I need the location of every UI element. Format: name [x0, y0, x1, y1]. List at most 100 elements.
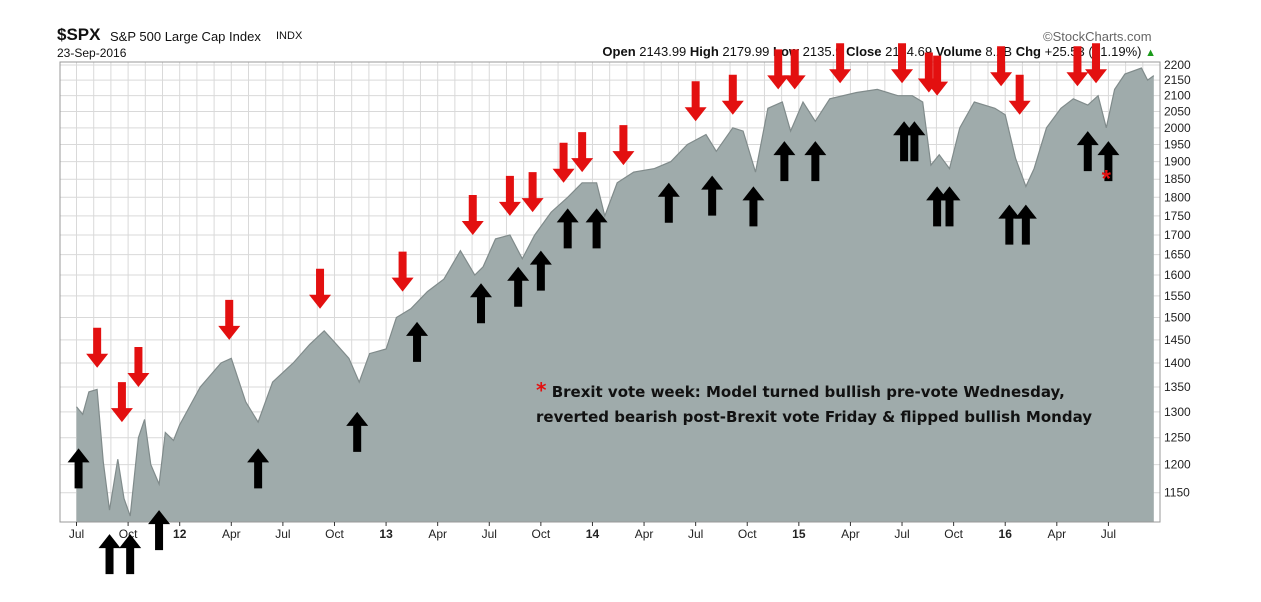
open-value: 2143.99: [639, 44, 687, 59]
y-tick-label: 2000: [1164, 121, 1191, 135]
sell-arrow-icon: [891, 43, 914, 84]
y-tick-label: 1200: [1164, 458, 1191, 472]
x-tick-label: Apr: [428, 527, 447, 541]
x-tick-label: Apr: [841, 527, 860, 541]
sell-arrow-icon: [218, 299, 241, 340]
x-tick-label: Apr: [635, 527, 654, 541]
ohlc-bar: Open 2143.99 High 2179.99 Low 2135.9 Clo…: [602, 44, 1156, 59]
sell-arrow-icon: [767, 49, 790, 90]
x-tick-label: Oct: [532, 527, 551, 541]
y-tick-label: 1700: [1164, 228, 1191, 242]
buy-arrow-icon: [470, 283, 493, 324]
x-tick-label: Apr: [222, 527, 241, 541]
x-tick-label: Oct: [325, 527, 344, 541]
up-triangle-icon: ▲: [1145, 47, 1156, 59]
sell-arrow-icon: [391, 251, 414, 292]
annotation-text-1: Brexit vote week: Model turned bullish p…: [551, 383, 1065, 401]
buy-arrow-icon: [998, 204, 1021, 245]
sell-arrow-icon: [86, 327, 109, 368]
sell-arrow-icon: [521, 172, 544, 213]
y-tick-label: 1400: [1164, 356, 1191, 370]
buy-arrow-icon: [903, 121, 926, 162]
buy-arrow-icon: [701, 175, 724, 216]
y-tick-label: 1500: [1164, 311, 1191, 325]
x-tick-label: Jul: [1101, 527, 1116, 541]
y-tick-label: 1450: [1164, 333, 1191, 347]
x-tick-label: Apr: [1047, 527, 1066, 541]
y-tick-label: 2100: [1164, 89, 1191, 103]
sell-arrow-icon: [926, 55, 949, 96]
y-tick-label: 1750: [1164, 209, 1191, 223]
x-tick-label: Jul: [482, 527, 497, 541]
buy-arrow-icon: [657, 182, 680, 223]
x-tick-label: Oct: [738, 527, 757, 541]
sell-arrow-icon: [110, 382, 133, 423]
sell-arrow-icon: [498, 175, 521, 216]
sell-arrow-icon: [1085, 43, 1108, 84]
y-tick-label: 2050: [1164, 105, 1191, 119]
x-tick-label: 12: [173, 527, 187, 541]
annotation-line-1: * Brexit vote week: Model turned bullish…: [536, 378, 1065, 402]
sell-arrow-icon: [684, 81, 707, 122]
buy-arrow-icon: [1076, 131, 1099, 172]
sell-arrow-icon: [721, 74, 744, 115]
chart-date: 23-Sep-2016: [57, 46, 127, 60]
index-name: S&P 500 Large Cap Index: [110, 29, 261, 44]
y-tick-label: 2150: [1164, 73, 1191, 87]
x-tick-label: 15: [792, 527, 806, 541]
x-tick-label: 14: [586, 527, 600, 541]
x-tick-label: Jul: [688, 527, 703, 541]
sell-arrow-icon: [309, 268, 332, 309]
y-tick-label: 1650: [1164, 248, 1191, 262]
y-tick-label: 1600: [1164, 268, 1191, 282]
buy-arrow-icon: [346, 411, 369, 452]
y-tick-label: 1950: [1164, 138, 1191, 152]
buy-arrow-icon: [148, 510, 171, 551]
x-tick-label: Jul: [894, 527, 909, 541]
volume-label: Volume: [935, 44, 982, 59]
buy-arrow-icon: [1014, 204, 1037, 245]
y-tick-label: 1850: [1164, 172, 1191, 186]
x-tick-label: 13: [379, 527, 393, 541]
sell-arrow-icon: [1008, 74, 1031, 115]
sell-arrow-icon: [127, 346, 150, 387]
plot-border: [59, 61, 1161, 523]
sell-arrow-icon: [829, 43, 852, 84]
sell-arrow-icon: [571, 132, 594, 173]
chg-label: Chg: [1015, 44, 1041, 59]
price-line: [76, 67, 1155, 517]
close-label: Close: [846, 44, 882, 59]
buy-arrow-icon: [1097, 141, 1120, 182]
buy-arrow-icon: [406, 321, 429, 362]
open-label: Open: [602, 44, 636, 59]
y-tick-label: 1550: [1164, 289, 1191, 303]
brexit-star-marker: *: [1102, 165, 1112, 192]
buy-arrow-icon: [98, 534, 121, 575]
x-tick-label: Jul: [69, 527, 84, 541]
high-value: 2179.99: [722, 44, 770, 59]
y-tick-label: 1900: [1164, 155, 1191, 169]
low-value: 2135.9: [802, 44, 843, 59]
buy-arrow-icon: [773, 141, 796, 182]
x-tick-label: Jul: [275, 527, 290, 541]
buy-arrow-icon: [585, 208, 608, 249]
buy-arrow-icon: [556, 208, 579, 249]
sell-arrow-icon: [612, 125, 635, 166]
close-value: 2164.69: [885, 44, 933, 59]
annotation-star: *: [536, 378, 547, 402]
y-tick-label: 2200: [1164, 58, 1191, 72]
buy-arrow-icon: [938, 186, 961, 227]
buy-arrow-icon: [119, 534, 142, 575]
x-tick-label: Oct: [944, 527, 963, 541]
y-tick-label: 1250: [1164, 431, 1191, 445]
buy-arrow-icon: [247, 448, 270, 489]
annotation-line-2: reverted bearish post-Brexit vote Friday…: [536, 408, 1093, 426]
x-tick-label: 16: [999, 527, 1013, 541]
ticker-symbol: $SPX: [57, 25, 101, 44]
sell-arrow-icon: [461, 194, 484, 235]
y-tick-label: 1300: [1164, 405, 1191, 419]
price-area: [76, 68, 1154, 522]
y-tick-label: 1350: [1164, 380, 1191, 394]
sell-arrow-icon: [1066, 46, 1089, 87]
